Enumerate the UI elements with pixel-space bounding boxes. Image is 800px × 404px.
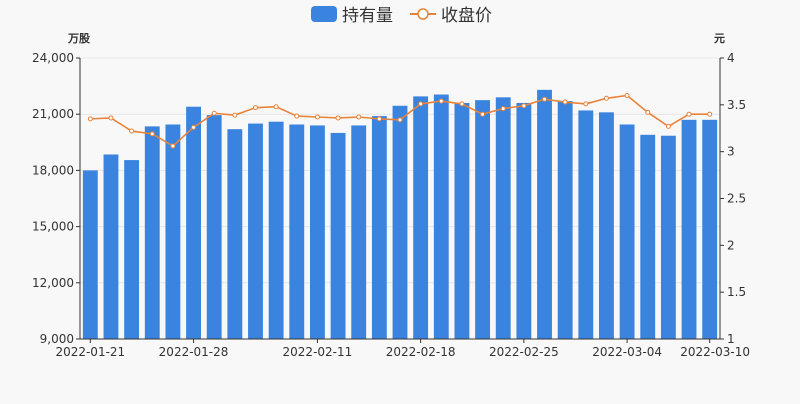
- price-point: [542, 96, 548, 102]
- legend-bar-swatch[interactable]: [311, 6, 337, 22]
- price-point: [418, 101, 424, 107]
- price-point: [191, 124, 197, 130]
- price-point: [500, 106, 506, 112]
- price-point: [603, 95, 609, 101]
- legend-line-marker[interactable]: [417, 8, 429, 20]
- y-right-tick-label: 2.5: [727, 192, 746, 206]
- bar: [206, 115, 222, 340]
- price-point: [686, 111, 692, 117]
- bar: [124, 160, 140, 339]
- bar: [660, 135, 676, 339]
- y-right-tick-label: 3: [727, 145, 735, 159]
- bar: [330, 132, 346, 339]
- price-point: [335, 115, 341, 121]
- y-left-tick-label: 9,000: [40, 332, 74, 346]
- bar: [681, 119, 697, 339]
- x-tick-label: 2022-02-11: [283, 345, 353, 359]
- price-point: [459, 101, 465, 107]
- bar: [475, 100, 491, 340]
- price-point: [665, 123, 671, 129]
- bar: [351, 125, 367, 339]
- bar: [413, 96, 429, 339]
- x-tick-label: 2022-01-28: [159, 345, 229, 359]
- y-right-tick-label: 1.5: [727, 285, 746, 299]
- legend[interactable]: 持有量 收盘价: [311, 6, 492, 26]
- bar: [289, 124, 305, 340]
- legend-bar-label[interactable]: 持有量: [342, 6, 393, 26]
- price-point: [624, 92, 630, 98]
- bar: [268, 121, 284, 340]
- bar: [248, 123, 263, 339]
- price-point: [232, 112, 238, 118]
- bar: [144, 126, 160, 339]
- left-axis-unit: 万股: [67, 32, 91, 45]
- price-point: [376, 116, 382, 122]
- x-tick-label: 2022-03-04: [592, 345, 662, 359]
- x-tick-label: 2022-02-25: [489, 345, 559, 359]
- price-point: [273, 104, 279, 110]
- bar: [309, 125, 325, 339]
- bar: [537, 89, 552, 339]
- bar: [392, 105, 408, 340]
- price-point: [521, 103, 527, 109]
- legend-line-label[interactable]: 收盘价: [441, 6, 492, 26]
- bar: [186, 106, 201, 339]
- price-point: [645, 109, 651, 115]
- price-point: [294, 113, 300, 119]
- bar: [227, 129, 243, 339]
- price-point: [480, 111, 486, 117]
- y-right-tick-label: 3.5: [727, 98, 746, 112]
- price-point: [252, 105, 258, 111]
- bar: [640, 134, 656, 339]
- price-point: [87, 116, 93, 122]
- bar: [557, 101, 573, 339]
- bar: [454, 102, 470, 340]
- bar: [578, 110, 594, 339]
- bar: [371, 116, 387, 339]
- y-right-tick-label: 1: [727, 332, 735, 346]
- bar: [82, 170, 98, 339]
- price-point: [108, 115, 114, 121]
- bar-series: [82, 89, 718, 340]
- price-point: [211, 110, 217, 116]
- y-left-tick-label: 12,000: [32, 276, 74, 290]
- bar: [433, 94, 449, 339]
- y-right-tick-label: 2: [727, 238, 735, 252]
- price-point: [397, 117, 403, 123]
- price-point: [562, 99, 568, 105]
- bar: [165, 124, 181, 340]
- price-point: [707, 111, 713, 117]
- price-point: [438, 98, 444, 104]
- price-point: [314, 114, 320, 120]
- y-left-tick-label: 21,000: [32, 107, 74, 121]
- y-right-tick-label: 4: [727, 51, 735, 65]
- price-point: [170, 143, 176, 149]
- line-series: [87, 92, 713, 149]
- bar: [495, 97, 511, 339]
- x-tick-label: 2022-03-10: [680, 345, 750, 359]
- bar: [516, 102, 532, 340]
- price-point: [583, 101, 589, 107]
- right-axis-unit: 元: [714, 32, 725, 45]
- bar: [599, 112, 614, 340]
- price-point: [149, 131, 155, 137]
- price-point: [129, 128, 135, 134]
- y-left-tick-label: 18,000: [32, 163, 74, 177]
- bar: [103, 154, 119, 339]
- x-tick-label: 2022-02-18: [386, 345, 456, 359]
- x-tick-label: 2022-01-21: [55, 345, 125, 359]
- bar: [702, 119, 718, 339]
- y-left-tick-label: 15,000: [32, 220, 74, 234]
- axes: 9,000 12,000 15,000 18,000 21,000 24,000 1 1.5 2…: [32, 51, 750, 359]
- bar: [619, 124, 635, 340]
- y-left-tick-label: 24,000: [32, 51, 74, 65]
- price-point: [356, 114, 362, 120]
